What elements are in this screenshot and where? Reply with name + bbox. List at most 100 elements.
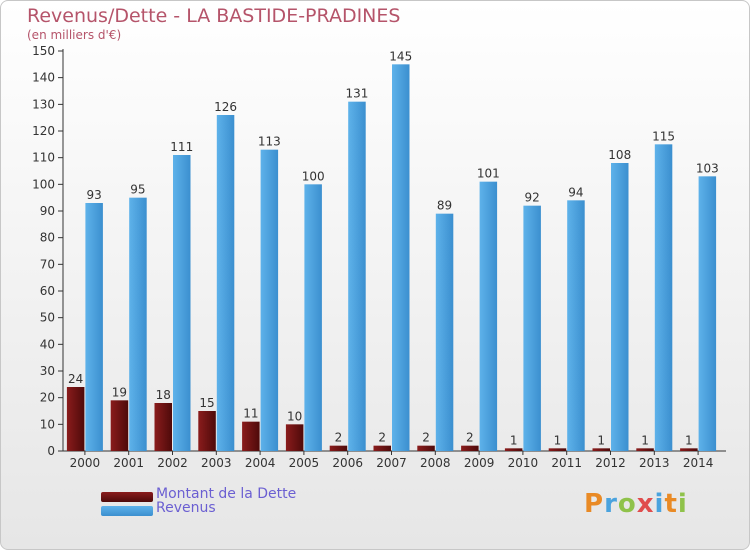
bar-revenue <box>348 101 366 452</box>
x-tick-label: 2008 <box>420 456 451 470</box>
x-tick-label: 2001 <box>113 456 144 470</box>
data-label-revenue: 93 <box>87 188 102 202</box>
x-tick-label: 2000 <box>70 456 101 470</box>
bar-revenue <box>523 205 541 451</box>
x-tick-label: 2002 <box>157 456 188 470</box>
y-tick-label: 120 <box>32 124 55 138</box>
bar-debt <box>636 448 654 451</box>
bar-revenue <box>260 149 279 451</box>
bar-debt <box>548 448 567 451</box>
bar-debt <box>592 448 610 451</box>
bar-revenue <box>698 176 717 452</box>
bar-revenue <box>216 115 235 451</box>
x-tick-label: 2006 <box>332 456 363 470</box>
y-tick-label: 40 <box>40 337 55 351</box>
data-label-debt: 10 <box>287 409 302 423</box>
bar-debt <box>110 400 129 451</box>
bar-debt <box>417 445 435 451</box>
data-label-revenue: 115 <box>652 129 675 143</box>
bar-revenue <box>304 184 322 452</box>
bar-revenue <box>479 181 498 451</box>
y-tick-label: 0 <box>47 444 55 458</box>
y-tick-label: 90 <box>40 204 55 218</box>
data-label-revenue: 92 <box>525 191 540 205</box>
y-tick-label: 100 <box>32 177 55 191</box>
bar-debt <box>154 403 172 451</box>
bar-revenue <box>392 64 410 452</box>
y-tick-label: 10 <box>40 417 55 431</box>
legend-swatch-revenue <box>101 506 153 516</box>
bar-debt <box>504 448 523 451</box>
data-label-revenue: 111 <box>170 140 193 154</box>
data-label-debt: 2 <box>466 431 474 445</box>
data-label-revenue: 126 <box>214 100 237 114</box>
data-label-revenue: 113 <box>258 135 281 149</box>
x-tick-label: 2007 <box>376 456 407 470</box>
bar-debt <box>66 387 85 451</box>
data-label-debt: 19 <box>112 385 127 399</box>
x-tick-label: 2014 <box>683 456 714 470</box>
y-tick-label: 20 <box>40 391 55 405</box>
x-tick-label: 2009 <box>464 456 495 470</box>
y-tick-label: 30 <box>40 364 55 378</box>
data-label-debt: 15 <box>199 396 214 410</box>
bar-revenue <box>129 197 147 451</box>
data-label-revenue: 131 <box>345 87 368 101</box>
y-tick-label: 50 <box>40 311 55 325</box>
data-label-debt: 1 <box>685 433 693 447</box>
data-label-revenue: 108 <box>608 148 631 162</box>
data-label-revenue: 145 <box>389 49 412 63</box>
bar-revenue <box>654 144 673 452</box>
data-label-revenue: 103 <box>696 161 719 175</box>
data-label-revenue: 89 <box>437 199 452 213</box>
bar-debt <box>373 445 391 451</box>
legend-swatch-debt <box>101 492 153 502</box>
bars <box>66 64 717 452</box>
bar-revenue <box>173 155 191 451</box>
data-label-debt: 2 <box>335 431 343 445</box>
data-label-revenue: 95 <box>130 183 145 197</box>
data-label-debt: 2 <box>422 431 430 445</box>
y-tick-label: 110 <box>32 151 55 165</box>
bar-revenue <box>435 213 454 451</box>
proxiti-logo: Proxiti <box>584 489 688 519</box>
data-label-debt: 24 <box>68 372 83 386</box>
bar-debt <box>242 421 260 451</box>
bar-debt <box>680 448 698 451</box>
data-label-debt: 1 <box>510 433 518 447</box>
data-label-debt: 1 <box>597 433 605 447</box>
x-tick-label: 2005 <box>289 456 320 470</box>
x-tick-label: 2011 <box>551 456 582 470</box>
data-label-debt: 11 <box>243 407 258 421</box>
chart-title: Revenus/Dette - LA BASTIDE-PRADINES <box>27 5 401 27</box>
bar-debt <box>198 411 216 451</box>
bar-debt <box>329 445 348 451</box>
x-axis: 2000 2001 2002 2003 2004 2005 2006 2007 2008 2009… <box>63 450 726 470</box>
x-tick-label: 2010 <box>508 456 539 470</box>
x-tick-label: 2013 <box>639 456 670 470</box>
y-tick-label: 70 <box>40 257 55 271</box>
data-label-revenue: 94 <box>568 185 583 199</box>
data-label-debt: 1 <box>641 433 649 447</box>
data-label-debt: 18 <box>156 388 171 402</box>
bar-debt <box>461 445 479 451</box>
bar-revenue <box>85 203 103 451</box>
data-label-revenue: 100 <box>302 169 325 183</box>
y-tick-label: 140 <box>32 71 55 85</box>
legend-label-debt: Montant de la Dette <box>156 486 297 502</box>
data-labels: 2493199518111151261111310100213121452892… <box>68 49 719 447</box>
data-label-debt: 1 <box>554 433 562 447</box>
legend-label-revenue: Revenus <box>156 500 216 516</box>
y-axis: 0 10 20 30 40 50 60 70 80 90 100 110 120 130 140 150 <box>32 44 64 458</box>
y-tick-label: 60 <box>40 284 55 298</box>
chart-subtitle: (en milliers d'€) <box>27 28 122 42</box>
x-tick-label: 2003 <box>201 456 232 470</box>
bar-revenue <box>567 200 585 451</box>
bar-revenue <box>611 163 629 451</box>
y-tick-label: 80 <box>40 231 55 245</box>
x-tick-label: 2004 <box>245 456 276 470</box>
x-tick-label: 2012 <box>595 456 626 470</box>
data-label-revenue: 101 <box>477 167 500 181</box>
